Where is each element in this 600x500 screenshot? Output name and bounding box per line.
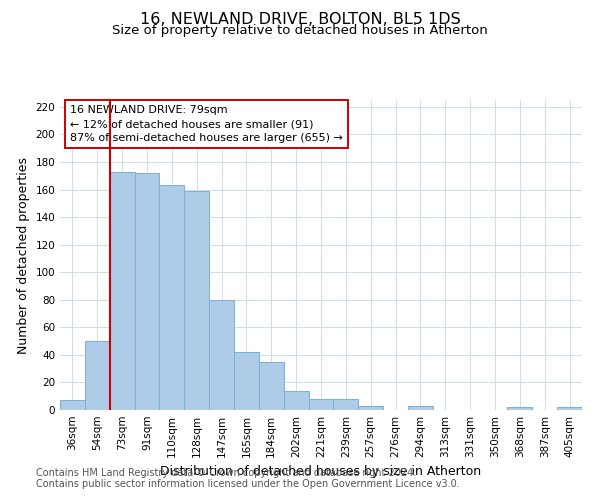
Text: Contains public sector information licensed under the Open Government Licence v3: Contains public sector information licen… (36, 479, 460, 489)
Bar (234, 352, 259, 410)
Text: 16, NEWLAND DRIVE, BOLTON, BL5 1DS: 16, NEWLAND DRIVE, BOLTON, BL5 1DS (140, 12, 460, 28)
Y-axis label: Number of detached properties: Number of detached properties (17, 156, 30, 354)
Bar (334, 399, 358, 410)
Bar (358, 406, 383, 410)
Bar (85, 341, 110, 410)
Text: Size of property relative to detached houses in Atherton: Size of property relative to detached ho… (112, 24, 488, 37)
Bar (184, 191, 209, 410)
Bar (508, 407, 532, 410)
Text: 16 NEWLAND DRIVE: 79sqm
← 12% of detached houses are smaller (91)
87% of semi-de: 16 NEWLAND DRIVE: 79sqm ← 12% of detache… (70, 104, 343, 144)
Bar (308, 399, 334, 410)
Bar (408, 406, 433, 410)
Bar (259, 362, 284, 410)
Bar (134, 173, 160, 410)
Bar (110, 172, 134, 410)
Bar (284, 390, 308, 410)
Bar (557, 407, 582, 410)
X-axis label: Distribution of detached houses by size in Atherton: Distribution of detached houses by size … (160, 466, 482, 478)
Text: Contains HM Land Registry data © Crown copyright and database right 2024.: Contains HM Land Registry data © Crown c… (36, 468, 416, 477)
Bar (160, 186, 184, 410)
Bar (209, 300, 234, 410)
Bar (60, 400, 85, 410)
